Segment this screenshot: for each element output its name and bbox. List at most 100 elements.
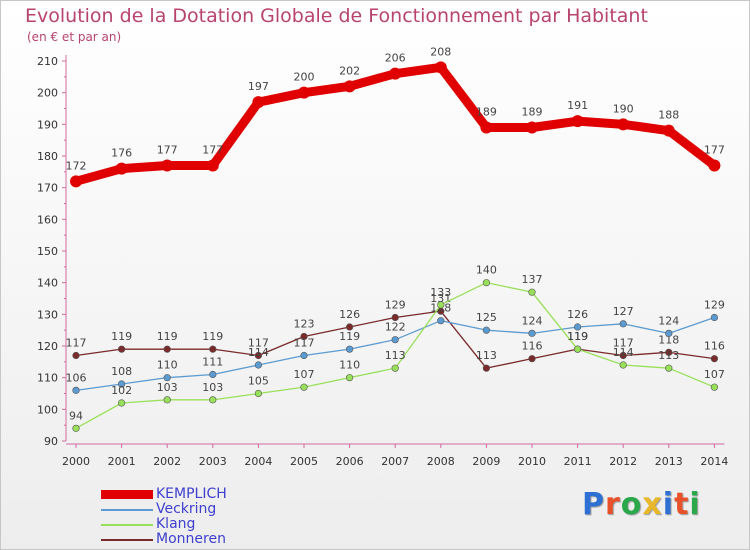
point-monneren <box>528 355 536 363</box>
point-monneren <box>117 345 126 353</box>
data-label-kemplich: 190 <box>613 102 634 115</box>
y-tick-label: 100 <box>37 403 58 416</box>
point-kemplich <box>480 121 493 134</box>
point-klang <box>346 374 354 382</box>
data-label-kemplich: 197 <box>248 80 269 93</box>
data-label-klang: 107 <box>704 368 725 381</box>
y-tick-label: 110 <box>37 372 58 385</box>
point-monneren <box>254 351 262 360</box>
point-veckring <box>437 317 445 325</box>
point-veckring <box>300 351 308 360</box>
data-label-kemplich: 176 <box>111 147 132 160</box>
data-label-veckring: 110 <box>157 359 178 372</box>
data-label-kemplich: 191 <box>567 99 588 112</box>
x-tick-label: 2013 <box>655 455 683 468</box>
data-label-klang: 94 <box>69 409 83 422</box>
y-tick-label: 180 <box>37 150 58 163</box>
data-label-klang: 137 <box>522 273 543 286</box>
x-tick-label: 2011 <box>564 455 592 468</box>
point-klang <box>72 424 80 432</box>
point-kemplich <box>343 80 356 93</box>
point-veckring <box>117 380 126 388</box>
legend-swatch <box>101 509 153 511</box>
point-veckring <box>619 320 627 328</box>
x-tick-label: 2003 <box>199 455 227 468</box>
legend-label: KEMPLICH <box>156 486 227 502</box>
point-klang <box>254 389 262 398</box>
data-label-veckring: 127 <box>613 305 634 318</box>
point-veckring <box>665 329 673 337</box>
data-label-monneren: 123 <box>294 318 315 331</box>
data-label-veckring: 124 <box>522 314 543 327</box>
data-label-klang: 110 <box>339 359 360 372</box>
point-monneren <box>665 348 673 356</box>
point-monneren <box>300 332 308 341</box>
point-kemplich <box>206 159 219 172</box>
data-label-veckring: 124 <box>658 314 679 327</box>
legend-swatch <box>101 524 153 526</box>
data-label-klang: 103 <box>157 381 178 394</box>
point-kemplich <box>708 159 721 172</box>
x-tick-label: 2006 <box>336 455 364 468</box>
y-tick-label: 120 <box>37 340 58 353</box>
point-veckring <box>710 313 719 322</box>
point-monneren <box>391 313 399 322</box>
data-label-kemplich: 177 <box>202 144 223 157</box>
point-veckring <box>346 345 354 353</box>
x-tick-label: 2008 <box>427 455 455 468</box>
data-label-monneren: 129 <box>385 299 406 312</box>
x-tick-label: 2005 <box>290 455 318 468</box>
x-tick-label: 2010 <box>518 455 546 468</box>
point-kemplich <box>526 121 538 134</box>
x-tick-label: 2007 <box>381 455 409 468</box>
data-label-klang: 102 <box>111 384 132 397</box>
data-label-kemplich: 208 <box>430 45 451 58</box>
y-tick-label: 140 <box>37 277 58 290</box>
chart-subtitle: (en € et par an) <box>27 30 122 44</box>
y-tick-label: 150 <box>37 245 58 258</box>
y-tick-label: 190 <box>37 118 58 131</box>
point-kemplich <box>252 96 265 109</box>
data-label-veckring: 111 <box>202 356 223 369</box>
point-kemplich <box>70 175 82 188</box>
point-monneren <box>72 351 80 360</box>
data-label-veckring: 108 <box>111 365 132 378</box>
data-label-monneren: 117 <box>66 337 87 350</box>
point-klang <box>437 301 445 309</box>
point-veckring <box>528 329 536 337</box>
data-label-klang: 114 <box>613 346 634 359</box>
point-veckring <box>72 386 80 394</box>
point-kemplich <box>115 162 128 175</box>
point-klang <box>117 399 126 407</box>
data-label-veckring: 119 <box>339 330 360 343</box>
point-kemplich <box>434 61 447 74</box>
legend-label: Monneren <box>156 531 226 547</box>
data-label-monneren: 119 <box>157 330 178 343</box>
x-tick-label: 2014 <box>700 455 728 468</box>
point-klang <box>573 345 582 353</box>
data-label-monneren: 126 <box>339 308 360 321</box>
x-tick-label: 2012 <box>609 455 637 468</box>
point-veckring <box>163 374 171 382</box>
data-label-kemplich: 189 <box>476 106 497 119</box>
legend-swatch <box>101 539 153 541</box>
y-tick-label: 90 <box>44 435 58 448</box>
data-label-veckring: 106 <box>66 371 87 384</box>
point-veckring <box>209 370 217 379</box>
data-label-klang: 103 <box>202 381 223 394</box>
point-kemplich <box>662 124 675 137</box>
x-tick-label: 2004 <box>244 455 272 468</box>
point-klang <box>710 383 719 391</box>
chart-title: Evolution de la Dotation Globale de Fonc… <box>25 5 648 27</box>
point-kemplich <box>571 115 584 128</box>
y-tick-label: 160 <box>37 213 58 226</box>
data-label-kemplich: 200 <box>294 71 315 84</box>
data-label-monneren: 113 <box>476 349 497 362</box>
data-label-klang: 140 <box>476 264 497 277</box>
data-label-veckring: 114 <box>248 346 269 359</box>
data-label-kemplich: 206 <box>385 52 406 65</box>
data-label-klang: 105 <box>248 375 269 388</box>
point-veckring <box>254 361 262 369</box>
